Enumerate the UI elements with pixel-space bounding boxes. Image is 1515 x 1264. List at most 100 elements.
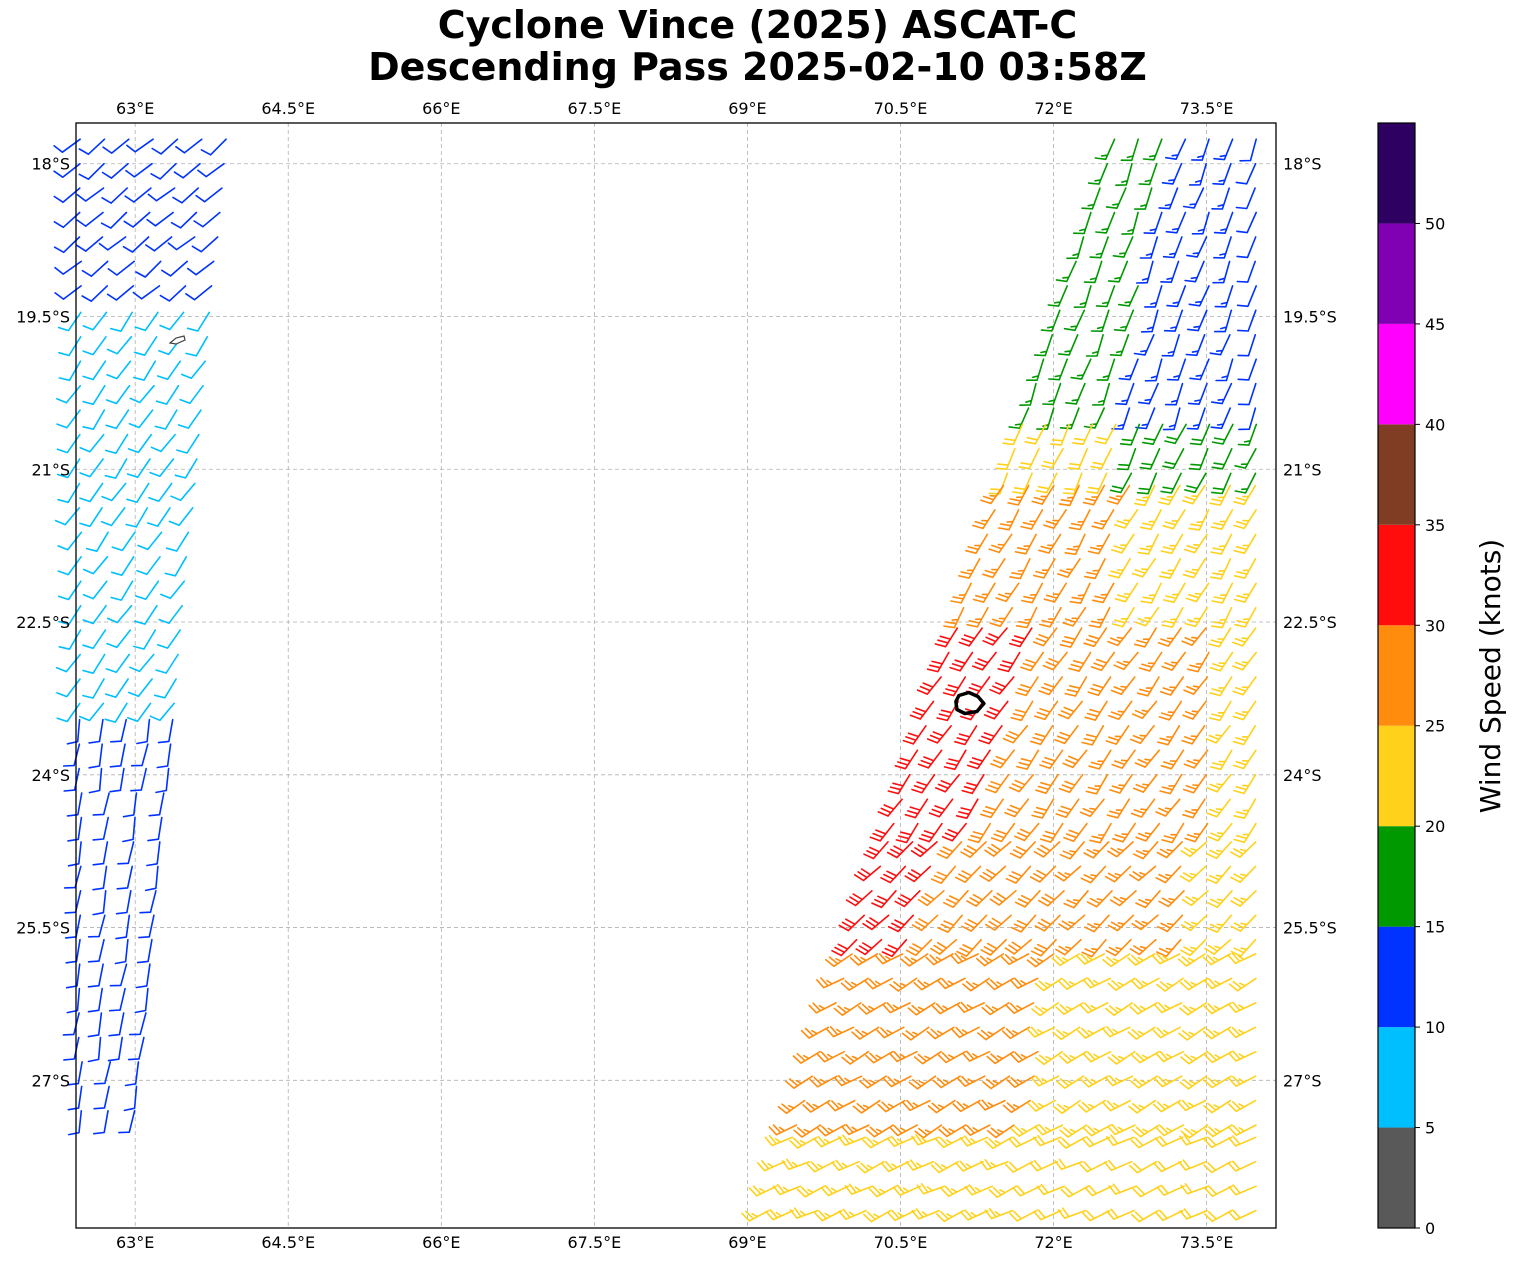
wind-barb [79,702,105,722]
lon-tick-label-bottom: 73.5°E [1180,1233,1234,1252]
wind-barb [983,700,1009,720]
title-line-2: Descending Pass 2025-02-10 03:58Z [368,45,1147,89]
wind-barb [1062,606,1087,627]
wind-barb [964,1184,993,1196]
wind-barb [105,433,129,454]
wind-barb [1042,382,1062,406]
wind-barb [954,725,978,746]
wind-barb [1139,509,1162,531]
wind-barb [972,509,996,530]
wind-barb [85,531,109,552]
wind-barb [940,1185,970,1197]
wind-barb [1010,914,1037,933]
wind-barb [1158,187,1179,210]
wind-barb [997,651,1021,673]
wind-barb [1129,865,1157,882]
wind-barb [1159,676,1185,696]
wind-barb [170,482,196,502]
wind-barb [936,1209,965,1223]
wind-barb [92,865,108,891]
wind-barb [1178,1159,1207,1171]
wind-barb [980,798,1004,819]
wind-barb [1020,509,1044,530]
wind-barb [1082,1209,1111,1222]
wind-barb [886,841,914,859]
wind-barb [813,1136,842,1148]
wind-barb [1127,953,1156,966]
wind-barb [961,914,988,932]
wind-barb [1206,841,1232,860]
wind-barb [862,914,890,931]
wind-barb [1056,1075,1085,1089]
wind-barb [1035,472,1058,494]
wind-barb [937,977,966,990]
wind-barb [1134,749,1160,768]
wind-barb [81,260,109,277]
wind-barb [889,977,918,992]
wind-barb [135,580,160,600]
wind-barb [110,580,134,601]
wind-barb [57,556,82,576]
lat-tick-label-left: 25.5°S [16,919,70,938]
wind-barb [186,311,211,332]
wind-barb [911,914,939,932]
lon-tick-label-bottom: 67.5°E [568,1233,622,1252]
wind-barb [1203,1075,1232,1089]
wind-barb [1112,236,1134,258]
wind-barb [1203,1099,1232,1114]
colorbar-bin [1378,725,1415,827]
wind-barb [1058,773,1084,794]
wind-barb [1084,700,1108,721]
wind-barb [1162,236,1183,259]
wind-barb [935,1136,964,1149]
wind-barb [1134,187,1153,210]
wind-barb [865,1124,894,1138]
wind-barb [796,1185,826,1198]
wind-barb [1041,448,1064,469]
wind-barb [1111,606,1135,628]
wind-barb [1188,285,1210,307]
wind-barb [114,938,129,965]
wind-barb [980,484,1005,505]
colorbar-bin [1378,826,1415,927]
wind-barb [1069,582,1091,604]
wind-barb [989,606,1014,627]
colorbar-tick-label: 50 [1425,214,1445,233]
wind-barb [1204,1050,1233,1064]
wind-barb [76,187,105,202]
wind-barb [1129,938,1157,956]
wind-barb [1119,423,1141,446]
wind-barb [76,236,104,252]
axis-ticks: 63°E 63°E 64.5°E 64.5°E 66°E 66°E 67.5°E 67.5°E… [16,99,1337,1252]
wind-barb [1204,938,1232,955]
wind-barb [978,725,1003,745]
wind-barb [82,629,107,650]
wind-barb [1206,865,1232,884]
wind-barb [150,162,177,180]
wind-barb [1232,676,1257,696]
wind-barb [825,953,853,968]
wind-barb [1205,725,1231,744]
colorbar-tick-label: 45 [1425,315,1445,334]
wind-barb [984,1207,1014,1220]
wind-barb [1063,890,1089,909]
wind-barb [1183,749,1209,769]
wind-barb [882,1002,911,1014]
wind-barb [911,1134,940,1146]
wind-barb [1059,627,1083,648]
wind-barb [1118,358,1139,381]
wind-barb [118,1110,136,1134]
wind-barb [1095,211,1116,234]
colorbar-bins [1378,123,1415,1228]
wind-barb [1104,1159,1133,1172]
wind-barb [1212,162,1232,186]
wind-barb [950,952,979,965]
wind-barb [1109,334,1130,357]
wind-barb [87,914,106,938]
wind-barb [1008,773,1035,793]
wind-barb [123,1085,138,1112]
wind-barb [748,1185,778,1197]
wind-barb [1156,977,1184,992]
wind-barb [943,890,969,908]
wind-barb [93,1110,109,1135]
